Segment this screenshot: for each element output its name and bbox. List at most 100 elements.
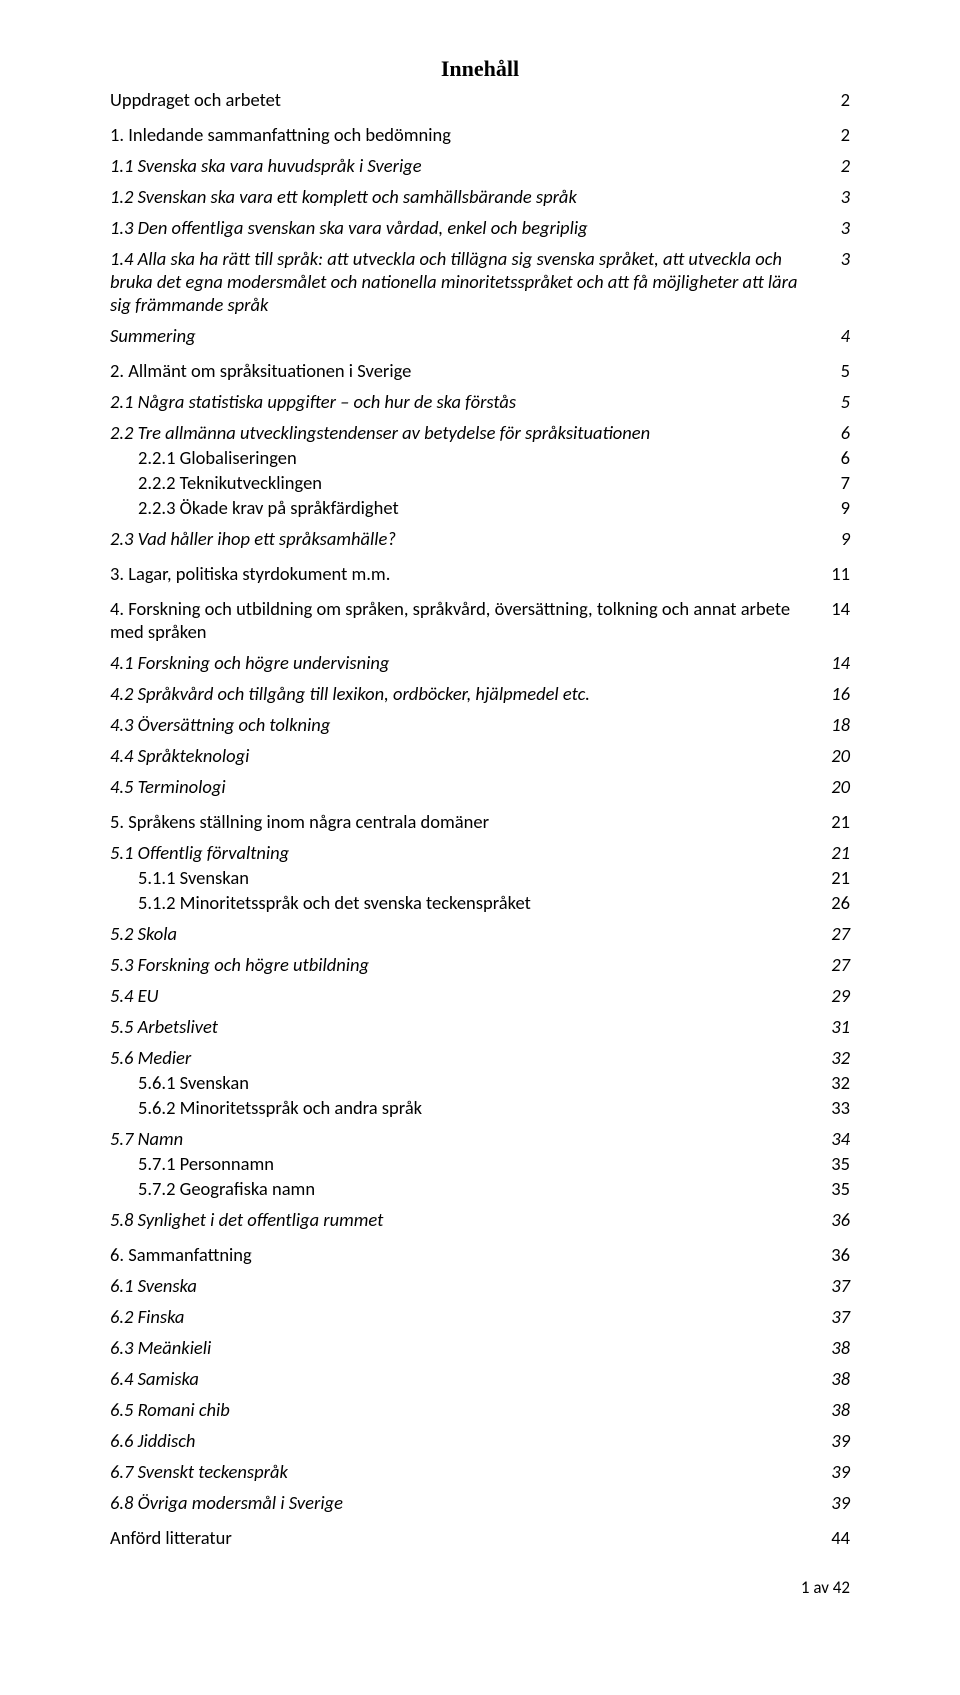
toc-label[interactable]: 2.2.1 Globaliseringen: [138, 446, 822, 469]
toc-page-number: 6: [822, 421, 850, 444]
toc-row: 4.4 Språkteknologi20: [110, 744, 850, 767]
toc-page-number: 26: [822, 891, 850, 914]
toc-row: 6.7 Svenskt teckenspråk39: [110, 1460, 850, 1483]
toc-label[interactable]: 1. Inledande sammanfattning och bedömnin…: [110, 123, 822, 146]
toc-label[interactable]: 1.2 Svenskan ska vara ett komplett och s…: [110, 185, 822, 208]
toc-row: 5.7.1 Personnamn35: [110, 1152, 850, 1175]
toc-label[interactable]: 4.3 Översättning och tolkning: [110, 713, 822, 736]
toc-page-number: 5: [822, 359, 850, 382]
toc-page-number: 34: [822, 1127, 850, 1150]
toc-label[interactable]: 5.6.2 Minoritetsspråk och andra språk: [138, 1096, 822, 1119]
toc-page-number: 20: [822, 744, 850, 767]
toc-label[interactable]: 6.6 Jiddisch: [110, 1429, 822, 1452]
toc-row: 5.6 Medier32: [110, 1046, 850, 1069]
toc-label[interactable]: 6.3 Meänkieli: [110, 1336, 822, 1359]
toc-label[interactable]: 4.2 Språkvård och tillgång till lexikon,…: [110, 682, 822, 705]
toc-row: 5.7.2 Geografiska namn35: [110, 1177, 850, 1200]
toc-label[interactable]: 6.7 Svenskt teckenspråk: [110, 1460, 822, 1483]
toc-label[interactable]: 6.4 Samiska: [110, 1367, 822, 1390]
toc-page-number: 9: [822, 496, 850, 519]
toc-row: 5.8 Synlighet i det offentliga rummet36: [110, 1208, 850, 1231]
page-footer: 1 av 42: [110, 1577, 850, 1598]
toc-label[interactable]: 5.1.2 Minoritetsspråk och det svenska te…: [138, 891, 822, 914]
toc-label[interactable]: 2.2.2 Teknikutvecklingen: [138, 471, 822, 494]
toc-row: 2.3 Vad håller ihop ett språksamhälle?9: [110, 527, 850, 550]
toc-label[interactable]: 1.3 Den offentliga svenskan ska vara vår…: [110, 216, 822, 239]
toc-row: 5.6.1 Svenskan32: [110, 1071, 850, 1094]
toc-row: 2. Allmänt om språksituationen i Sverige…: [110, 359, 850, 382]
toc-row: 6.5 Romani chib38: [110, 1398, 850, 1421]
toc-row: 6.6 Jiddisch39: [110, 1429, 850, 1452]
toc-row: 6.8 Övriga modersmål i Sverige39: [110, 1491, 850, 1514]
toc-label[interactable]: 5.7.2 Geografiska namn: [138, 1177, 822, 1200]
toc-page-number: 2: [822, 88, 850, 111]
toc-row: 2.1 Några statistiska uppgifter – och hu…: [110, 390, 850, 413]
toc-label[interactable]: 3. Lagar, politiska styrdokument m.m.: [110, 562, 822, 585]
toc-label[interactable]: 5.5 Arbetslivet: [110, 1015, 822, 1038]
toc-label[interactable]: 6.8 Övriga modersmål i Sverige: [110, 1491, 822, 1514]
toc-page-number: 3: [822, 185, 850, 208]
toc-row: 5.1.1 Svenskan21: [110, 866, 850, 889]
toc-row: 2.2.1 Globaliseringen6: [110, 446, 850, 469]
toc-label[interactable]: 5.2 Skola: [110, 922, 822, 945]
toc-page-number: 6: [822, 446, 850, 469]
toc-label[interactable]: 5.1 Offentlig förvaltning: [110, 841, 822, 864]
toc-row: 5. Språkens ställning inom några central…: [110, 810, 850, 833]
toc-row: 5.1 Offentlig förvaltning21: [110, 841, 850, 864]
toc-row: 2.2.3 Ökade krav på språkfärdighet9: [110, 496, 850, 519]
toc-label[interactable]: 2.2.3 Ökade krav på språkfärdighet: [138, 496, 822, 519]
toc-label[interactable]: 2.2 Tre allmänna utvecklingstendenser av…: [110, 421, 822, 444]
toc-page-number: 11: [822, 562, 850, 585]
toc-row: Uppdraget och arbetet2: [110, 88, 850, 111]
toc-page-number: 21: [822, 866, 850, 889]
toc-label[interactable]: 5.4 EU: [110, 984, 822, 1007]
toc-label[interactable]: 4.1 Forskning och högre undervisning: [110, 651, 822, 674]
toc-label[interactable]: 5.7 Namn: [110, 1127, 822, 1150]
toc-label[interactable]: 4. Forskning och utbildning om språken, …: [110, 597, 822, 643]
toc-page-number: 44: [822, 1526, 850, 1549]
toc-page-number: 21: [822, 810, 850, 833]
toc-label[interactable]: 5.7.1 Personnamn: [138, 1152, 822, 1175]
toc-label[interactable]: 2. Allmänt om språksituationen i Sverige: [110, 359, 822, 382]
toc-page-number: 37: [822, 1274, 850, 1297]
toc-row: 2.2 Tre allmänna utvecklingstendenser av…: [110, 421, 850, 444]
toc-label[interactable]: 6.2 Finska: [110, 1305, 822, 1328]
toc-row: 4.2 Språkvård och tillgång till lexikon,…: [110, 682, 850, 705]
toc-page-number: 32: [822, 1046, 850, 1069]
toc-label[interactable]: 5. Språkens ställning inom några central…: [110, 810, 822, 833]
table-of-contents: Uppdraget och arbetet21. Inledande samma…: [110, 88, 850, 1549]
toc-label[interactable]: 2.3 Vad håller ihop ett språksamhälle?: [110, 527, 822, 550]
toc-page-number: 2: [822, 123, 850, 146]
toc-label[interactable]: 4.4 Språkteknologi: [110, 744, 822, 767]
toc-row: Summering4: [110, 324, 850, 347]
toc-label[interactable]: 1.4 Alla ska ha rätt till språk: att utv…: [110, 247, 822, 316]
toc-label[interactable]: 5.1.1 Svenskan: [138, 866, 822, 889]
toc-row: 1.2 Svenskan ska vara ett komplett och s…: [110, 185, 850, 208]
toc-page-number: 35: [822, 1152, 850, 1175]
toc-label[interactable]: Summering: [110, 324, 822, 347]
toc-row: 5.1.2 Minoritetsspråk och det svenska te…: [110, 891, 850, 914]
toc-row: 4.1 Forskning och högre undervisning14: [110, 651, 850, 674]
toc-label[interactable]: 5.6.1 Svenskan: [138, 1071, 822, 1094]
toc-label[interactable]: 1.1 Svenska ska vara huvudspråk i Sverig…: [110, 154, 822, 177]
toc-page-number: 31: [822, 1015, 850, 1038]
toc-page-number: 21: [822, 841, 850, 864]
toc-page-number: 33: [822, 1096, 850, 1119]
toc-row: Anförd litteratur44: [110, 1526, 850, 1549]
toc-row: 3. Lagar, politiska styrdokument m.m.11: [110, 562, 850, 585]
toc-label[interactable]: 4.5 Terminologi: [110, 775, 822, 798]
toc-label[interactable]: 6.1 Svenska: [110, 1274, 822, 1297]
toc-label[interactable]: 2.1 Några statistiska uppgifter – och hu…: [110, 390, 822, 413]
toc-label[interactable]: 6. Sammanfattning: [110, 1243, 822, 1266]
toc-label[interactable]: 5.6 Medier: [110, 1046, 822, 1069]
toc-label[interactable]: 6.5 Romani chib: [110, 1398, 822, 1421]
toc-row: 4.5 Terminologi20: [110, 775, 850, 798]
toc-label[interactable]: Uppdraget och arbetet: [110, 88, 822, 111]
toc-page-number: 36: [822, 1208, 850, 1231]
toc-label[interactable]: 5.8 Synlighet i det offentliga rummet: [110, 1208, 822, 1231]
toc-page-number: 39: [822, 1429, 850, 1452]
toc-label[interactable]: Anförd litteratur: [110, 1526, 822, 1549]
toc-label[interactable]: 5.3 Forskning och högre utbildning: [110, 953, 822, 976]
toc-page-number: 5: [822, 390, 850, 413]
toc-page-number: 14: [822, 651, 850, 674]
